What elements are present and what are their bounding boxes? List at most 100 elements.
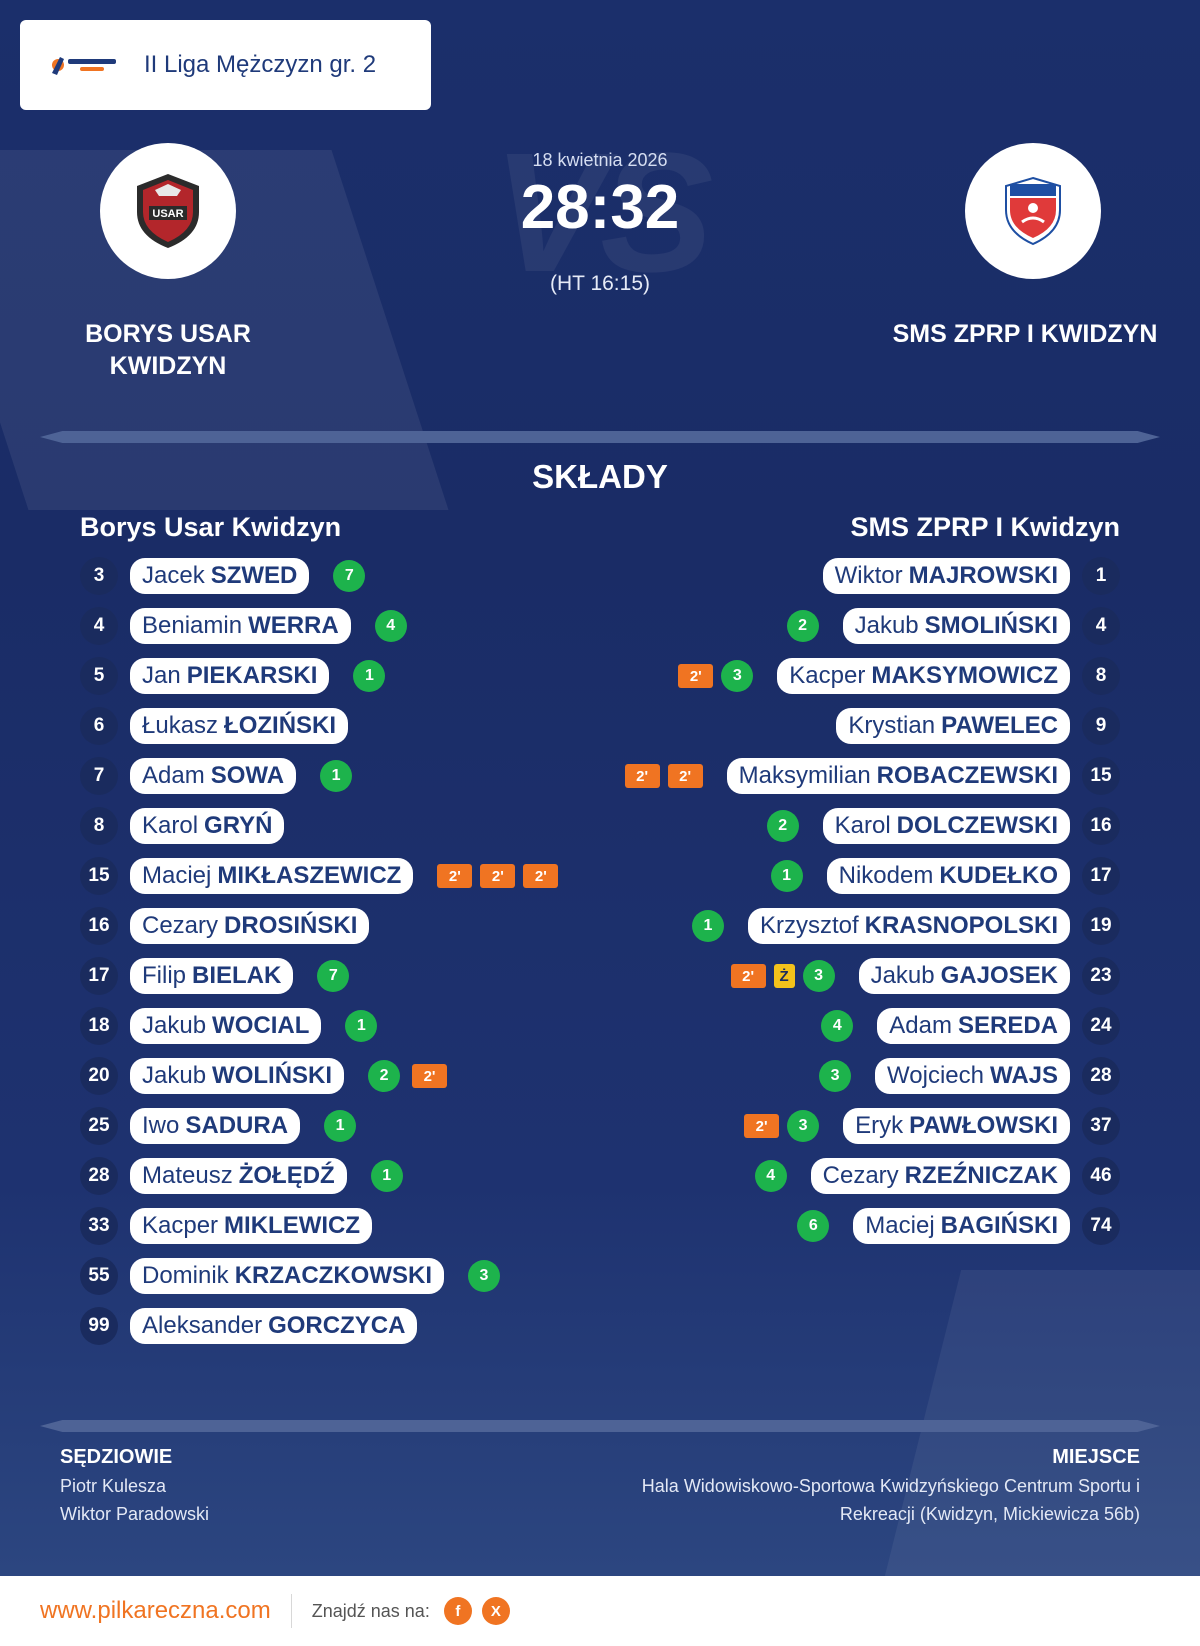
player-last-name: KRASNOPOLSKI <box>864 912 1058 939</box>
goals-badge: 4 <box>374 610 407 642</box>
player-number: 4 <box>1082 607 1120 645</box>
player-number: 28 <box>1082 1057 1120 1095</box>
player-row: 3 Jacek SZWED 7 <box>80 557 366 595</box>
player-row: 6 Maciej BAGIŃSKI 74 <box>797 1207 1120 1245</box>
suspension-badge: 2' <box>624 764 660 788</box>
player-first-name: Cezary <box>822 1162 899 1189</box>
player-first-name: Nikodem <box>838 862 934 889</box>
player-row: 16 Cezary DROSIŃSKI <box>80 907 370 945</box>
player-name: Krzysztof KRASNOPOLSKI <box>747 908 1070 944</box>
player-name: Beniamin WERRA <box>130 608 351 644</box>
player-name: Iwo SADURA <box>130 1108 301 1144</box>
player-first-name: Iwo <box>142 1112 180 1139</box>
player-first-name: Maksymilian <box>738 762 871 789</box>
goals-badge: 1 <box>370 1160 403 1192</box>
player-number: 8 <box>80 807 118 845</box>
goals-badge: 1 <box>324 1110 357 1142</box>
player-events: 7 <box>333 560 366 592</box>
goals-badge: 1 <box>320 760 353 792</box>
player-first-name: Jakub <box>854 612 919 639</box>
player-name: Jakub WOCIAL <box>130 1008 322 1044</box>
player-first-name: Wiktor <box>834 562 903 589</box>
player-first-name: Jakub <box>142 1062 207 1089</box>
player-first-name: Jakub <box>142 1012 207 1039</box>
player-last-name: DOLCZEWSKI <box>896 812 1058 839</box>
player-row: 5 Jan PIEKARSKI 1 <box>80 657 386 695</box>
player-events: 2' 2' <box>624 764 703 788</box>
player-row: 20 Jakub WOLIŃSKI 2 2' <box>80 1057 448 1095</box>
player-first-name: Wojciech <box>887 1062 984 1089</box>
player-number: 3 <box>80 557 118 595</box>
referees-label: SĘDZIOWIE <box>60 1446 173 1468</box>
player-last-name: MAKSYMOWICZ <box>871 662 1058 689</box>
footer-bar: www.pilkareczna.com Znajdź nas na: f X <box>0 1576 1200 1646</box>
player-first-name: Filip <box>142 962 187 989</box>
referees-list: Piotr Kulesza Wiktor Paradowski <box>60 1472 209 1528</box>
player-events: 1 <box>770 860 803 892</box>
goals-badge: 3 <box>721 660 754 692</box>
player-last-name: PAWELEC <box>941 712 1058 739</box>
player-name: Maciej BAGIŃSKI <box>853 1208 1070 1244</box>
find-us-label: Znajdź nas na: <box>311 1600 430 1621</box>
player-events: 2 <box>766 810 799 842</box>
player-name: Jakub WOLIŃSKI <box>130 1058 345 1094</box>
goals-badge: 7 <box>317 960 350 992</box>
player-first-name: Jacek <box>142 562 205 589</box>
player-number: 8 <box>1082 657 1120 695</box>
player-name: Kacper MIKLEWICZ <box>130 1208 373 1244</box>
player-events: 2' 3 <box>678 660 754 692</box>
player-row: 25 Iwo SADURA 1 <box>80 1107 357 1145</box>
player-events: 3 <box>819 1060 852 1092</box>
player-last-name: KUDEŁKO <box>939 862 1058 889</box>
goals-badge: 3 <box>468 1260 500 1292</box>
player-first-name: Maciej <box>865 1212 935 1239</box>
player-events: 1 <box>345 1010 378 1042</box>
x-icon[interactable]: X <box>481 1597 510 1625</box>
player-events: 6 <box>797 1210 830 1242</box>
player-row: 3 Wojciech WAJS 28 <box>819 1057 1120 1095</box>
league-header: II Liga Mężczyzn gr. 2 <box>20 20 431 110</box>
divider <box>40 1420 1160 1432</box>
site-link[interactable]: www.pilkareczna.com <box>40 1597 271 1624</box>
referee-name: Piotr Kulesza <box>60 1476 167 1496</box>
player-first-name: Adam <box>889 1012 952 1039</box>
player-events: 1 <box>324 1110 357 1142</box>
lineups-title: SKŁADY <box>532 458 668 495</box>
player-first-name: Adam <box>142 762 205 789</box>
player-number: 20 <box>80 1057 118 1095</box>
pilkareczna-logo[interactable] <box>50 51 120 79</box>
player-events: 3 <box>468 1260 500 1292</box>
player-row: Wiktor MAJROWSKI 1 <box>822 557 1120 595</box>
referee-name: Wiktor Paradowski <box>60 1504 210 1524</box>
sms-zprp-crest-icon <box>1005 176 1061 246</box>
player-row: 28 Mateusz ŻOŁĘDŹ 1 <box>80 1157 403 1195</box>
player-first-name: Kacper <box>789 662 866 689</box>
suspension-badge: 2' <box>730 964 766 988</box>
facebook-icon[interactable]: f <box>443 1597 472 1625</box>
player-row: 33 Kacper MIKLEWICZ <box>80 1207 373 1245</box>
player-events: 2 <box>786 610 819 642</box>
player-events: 2' 2' 2' <box>437 864 559 888</box>
player-number: 16 <box>80 907 118 945</box>
player-name: Maciej MIKŁASZEWICZ <box>130 858 414 894</box>
player-last-name: SADURA <box>185 1112 289 1139</box>
player-last-name: SEREDA <box>957 1012 1058 1039</box>
vs-watermark: VS <box>492 118 714 308</box>
player-number: 15 <box>1082 757 1120 795</box>
player-first-name: Kacper <box>142 1212 219 1239</box>
player-events: 2' Ż 3 <box>730 960 835 992</box>
player-last-name: MIKŁASZEWICZ <box>217 862 402 889</box>
player-events: 2 2' <box>368 1060 448 1092</box>
player-name: Kacper MAKSYMOWICZ <box>777 658 1070 694</box>
player-name: Aleksander GORCZYCA <box>130 1308 418 1344</box>
player-first-name: Łukasz <box>142 712 219 739</box>
player-events: 1 <box>691 910 724 942</box>
player-name: Mateusz ŻOŁĘDŹ <box>130 1158 347 1194</box>
player-name: Cezary DROSIŃSKI <box>130 908 370 944</box>
goals-badge: 3 <box>802 960 835 992</box>
player-name: Adam SOWA <box>130 758 297 794</box>
player-first-name: Jan <box>142 662 181 689</box>
match-score: 28:32 <box>520 173 680 242</box>
player-name: Łukasz ŁOZIŃSKI <box>130 708 349 744</box>
match-card: II Liga Mężczyzn gr. 2 USAR BORYS USAR K… <box>0 0 1200 1576</box>
